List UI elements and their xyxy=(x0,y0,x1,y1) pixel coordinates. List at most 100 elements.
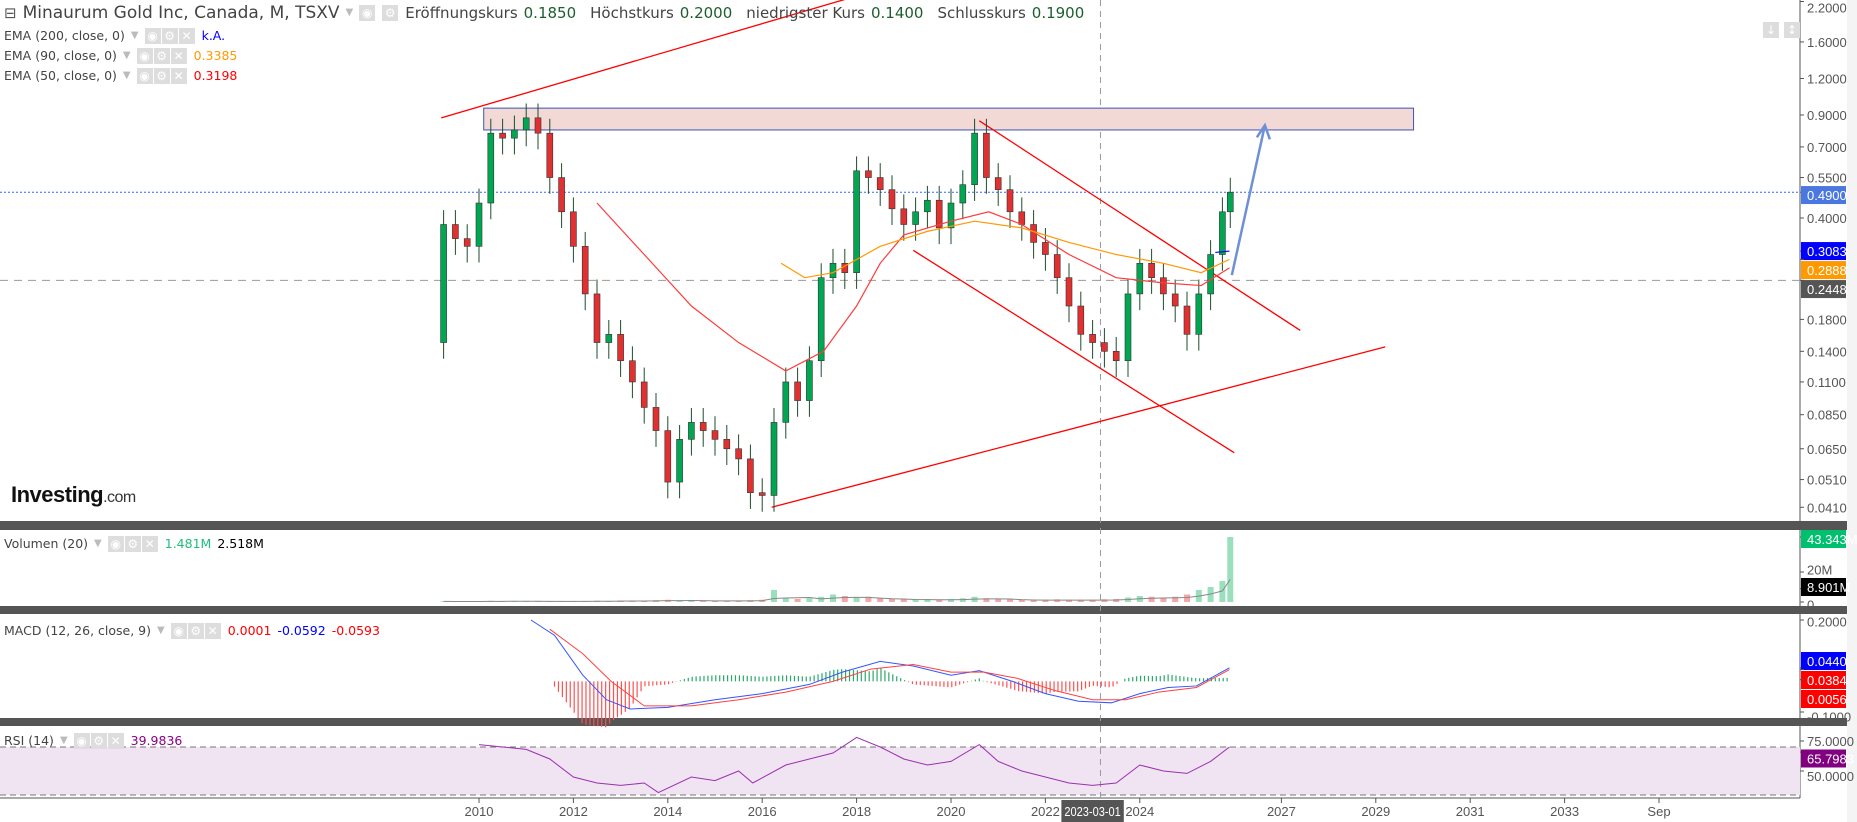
candle xyxy=(912,197,919,241)
candle-body xyxy=(1195,293,1203,335)
candle xyxy=(1124,279,1132,377)
candle xyxy=(817,263,825,377)
candle xyxy=(1226,177,1234,229)
time-tick-label: Sep xyxy=(1647,804,1670,819)
price-marker-label: 0.2888 xyxy=(1807,263,1847,278)
gear-icon[interactable]: ⚙ xyxy=(161,28,178,44)
ema50-label: EMA (50, close, 0) xyxy=(4,68,117,83)
candle xyxy=(1065,263,1073,323)
candle xyxy=(1183,291,1191,351)
close-icon[interactable]: ✕ xyxy=(107,733,124,749)
close-icon[interactable]: ✕ xyxy=(170,48,187,64)
candle xyxy=(440,210,447,359)
eye-icon[interactable]: ◉ xyxy=(107,536,124,552)
candle xyxy=(640,367,648,424)
price-tick-label: 0.0410 xyxy=(1807,500,1847,515)
macd-tick-label: -0.1000 xyxy=(1807,710,1851,725)
candle xyxy=(676,424,683,499)
chevron-down-icon[interactable]: ▼ xyxy=(122,70,131,81)
eye-icon[interactable]: ◉ xyxy=(170,623,187,639)
candle xyxy=(499,118,506,155)
candle-body xyxy=(1089,334,1096,343)
support-trendline xyxy=(771,346,1386,508)
candle xyxy=(522,103,530,147)
candle-body xyxy=(971,132,978,185)
chevron-down-icon[interactable]: ▼ xyxy=(157,625,165,636)
rsi-band xyxy=(0,747,1800,795)
chevron-down-icon[interactable]: ▼ xyxy=(59,735,68,746)
gear-icon[interactable]: ⚙ xyxy=(153,68,170,84)
volume-bar xyxy=(948,599,954,602)
close-icon[interactable]: ✕ xyxy=(170,68,187,84)
macd-marker-label-bg xyxy=(1801,652,1846,670)
arrow-down-icon[interactable]: ↓ xyxy=(1763,22,1779,38)
arrow-updown-icon[interactable]: ↕ xyxy=(1784,22,1800,38)
gear-icon[interactable]: ⚙ xyxy=(90,733,107,749)
candle xyxy=(782,367,790,439)
eye-icon[interactable]: ◉ xyxy=(136,48,153,64)
candle-body xyxy=(1006,189,1014,213)
volume-bar xyxy=(806,598,813,602)
candle-body xyxy=(1226,191,1234,213)
eye-icon[interactable]: ◉ xyxy=(73,733,90,749)
eye-icon[interactable]: ◉ xyxy=(136,68,153,84)
volume-marker-label: 43.343M xyxy=(1807,532,1857,547)
chevron-down-icon[interactable]: ▼ xyxy=(122,50,131,61)
candle-body xyxy=(558,177,565,213)
low-label: niedrigster Kurs xyxy=(746,4,865,22)
candle-body xyxy=(947,202,955,229)
open-label: Eröffnungskurs xyxy=(405,4,518,22)
price-marker-label: 0.3083 xyxy=(1807,244,1847,259)
volume-bar xyxy=(936,599,943,602)
candle-body xyxy=(463,238,471,247)
candle xyxy=(511,115,518,155)
candle-body xyxy=(1219,211,1226,255)
candle xyxy=(794,367,801,417)
gear-icon[interactable]: ⚙ xyxy=(382,5,399,21)
chevron-down-icon[interactable]: ▼ xyxy=(94,538,102,549)
close-icon[interactable]: ✕ xyxy=(178,28,195,44)
ema50-line xyxy=(596,202,1230,372)
candle xyxy=(1219,197,1226,271)
candle xyxy=(1112,336,1120,377)
volume-bar xyxy=(1007,599,1013,602)
gear-icon[interactable]: ⚙ xyxy=(187,623,204,639)
candle-body xyxy=(747,458,754,493)
volume-value: 1.481M xyxy=(164,536,212,551)
candle-body xyxy=(817,277,825,362)
price-tick-label: 2.2000 xyxy=(1807,1,1847,16)
volume-bar xyxy=(1219,581,1226,602)
close-icon[interactable]: ✕ xyxy=(141,536,158,552)
rsi-marker-label-bg xyxy=(1801,749,1846,768)
candle-body xyxy=(522,117,530,131)
upper-trendline xyxy=(441,0,846,119)
chevron-down-icon[interactable]: ▼ xyxy=(130,30,139,41)
right-gutter xyxy=(1847,0,1857,822)
minus-square-icon[interactable]: ⊟ xyxy=(4,4,17,22)
gear-icon[interactable]: ⚙ xyxy=(124,536,141,552)
gear-icon[interactable]: ⚙ xyxy=(153,48,170,64)
eye-icon[interactable]: ◉ xyxy=(359,5,376,21)
price-tick-label: 0.7000 xyxy=(1807,140,1847,155)
chevron-down-icon[interactable]: ▼ xyxy=(345,7,354,18)
macd-signal-line xyxy=(549,628,1230,707)
candle-body xyxy=(629,360,636,383)
ema200-legend: EMA (200, close, 0) ▼ ◉ ⚙ ✕ k.A. xyxy=(4,28,225,44)
price-tick-label: 1.2000 xyxy=(1807,71,1847,86)
candle xyxy=(570,197,577,263)
time-tick-label: 2029 xyxy=(1361,804,1390,819)
volume-bar xyxy=(841,596,848,602)
price-tick-label: 0.0850 xyxy=(1807,408,1847,423)
close-icon[interactable]: ✕ xyxy=(204,623,221,639)
volume-bar xyxy=(900,599,907,602)
time-tick-label: 2033 xyxy=(1550,804,1579,819)
volume-bar xyxy=(889,599,895,602)
candle xyxy=(1195,279,1203,351)
rsi-tick-label: 75.0000 xyxy=(1807,734,1854,749)
eye-icon[interactable]: ◉ xyxy=(144,28,161,44)
candle-body xyxy=(1101,342,1108,352)
candle xyxy=(723,424,731,465)
candle-body xyxy=(581,246,589,295)
ema90-label: EMA (90, close, 0) xyxy=(4,48,117,63)
